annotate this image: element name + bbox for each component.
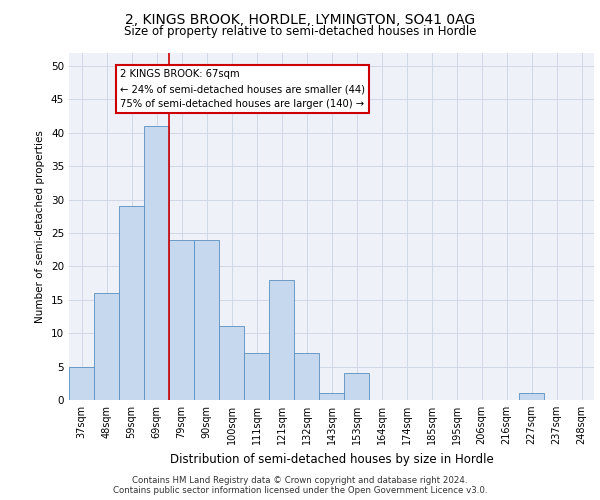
Bar bbox=[194, 240, 219, 400]
Text: 2 KINGS BROOK: 67sqm
← 24% of semi-detached houses are smaller (44)
75% of semi-: 2 KINGS BROOK: 67sqm ← 24% of semi-detac… bbox=[120, 69, 365, 109]
Bar bbox=[219, 326, 244, 400]
Bar bbox=[294, 353, 319, 400]
Text: 2, KINGS BROOK, HORDLE, LYMINGTON, SO41 0AG: 2, KINGS BROOK, HORDLE, LYMINGTON, SO41 … bbox=[125, 12, 475, 26]
Text: Size of property relative to semi-detached houses in Hordle: Size of property relative to semi-detach… bbox=[124, 25, 476, 38]
Bar bbox=[519, 394, 544, 400]
Bar bbox=[169, 240, 194, 400]
X-axis label: Distribution of semi-detached houses by size in Hordle: Distribution of semi-detached houses by … bbox=[170, 452, 493, 466]
Bar bbox=[244, 353, 269, 400]
Text: Contains public sector information licensed under the Open Government Licence v3: Contains public sector information licen… bbox=[113, 486, 487, 495]
Bar bbox=[344, 374, 369, 400]
Bar bbox=[69, 366, 94, 400]
Bar bbox=[119, 206, 144, 400]
Bar bbox=[94, 293, 119, 400]
Bar bbox=[319, 394, 344, 400]
Y-axis label: Number of semi-detached properties: Number of semi-detached properties bbox=[35, 130, 46, 322]
Text: Contains HM Land Registry data © Crown copyright and database right 2024.: Contains HM Land Registry data © Crown c… bbox=[132, 476, 468, 485]
Bar bbox=[144, 126, 169, 400]
Bar bbox=[269, 280, 294, 400]
